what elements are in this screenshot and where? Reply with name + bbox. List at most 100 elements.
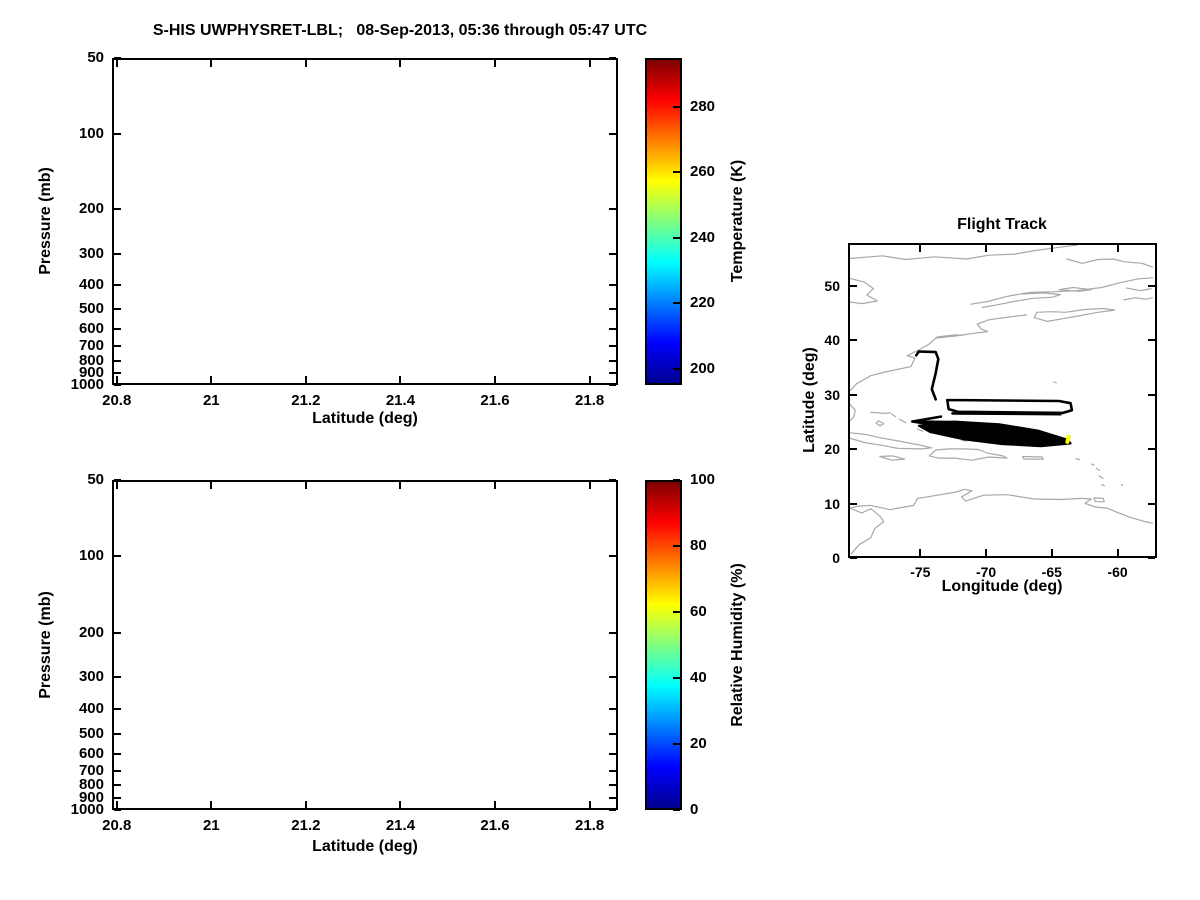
humidity-y-tick xyxy=(609,732,616,735)
temperature-colorbar-tick xyxy=(673,171,680,174)
temperature-colorbar-tick-label: 260 xyxy=(690,163,716,181)
humidity-plot-area xyxy=(112,480,618,810)
humidity-x-tick xyxy=(494,482,497,489)
temperature-colorbar-tick-label: 240 xyxy=(690,228,716,246)
map-x-tick-label: -70 xyxy=(975,564,997,580)
temperature-y-tick xyxy=(114,372,121,375)
coastline xyxy=(850,403,856,422)
humidity-colorbar-tick xyxy=(673,743,680,745)
humidity-x-tick xyxy=(399,801,402,808)
humidity-colorbar-tick xyxy=(673,677,680,679)
humidity-y-tick xyxy=(114,769,121,772)
humidity-y-tick xyxy=(114,752,121,755)
humidity-y-tick-label: 700 xyxy=(78,761,104,779)
temperature-plot-xlabel: Latitude (deg) xyxy=(312,410,418,427)
coastline xyxy=(1098,475,1104,480)
map-y-tick xyxy=(1148,339,1155,341)
humidity-colorbar-tick xyxy=(673,611,680,613)
map-y-tick xyxy=(850,339,857,341)
humidity-y-tick xyxy=(114,809,121,811)
temperature-colorbar-tick xyxy=(673,106,680,109)
humidity-y-tick xyxy=(609,708,616,711)
temperature-x-tick-label: 21.8 xyxy=(575,392,605,409)
humidity-x-tick xyxy=(494,801,497,808)
temperature-y-tick-label: 300 xyxy=(78,244,104,262)
temperature-y-tick xyxy=(609,372,616,375)
coastline xyxy=(1123,297,1153,301)
map-x-tick-label: -65 xyxy=(1041,564,1062,580)
temperature-plot-area xyxy=(112,58,618,385)
temperature-y-tick xyxy=(114,308,121,311)
flight-track-segment xyxy=(914,350,940,401)
map-y-tick xyxy=(1148,393,1155,396)
map-y-tick xyxy=(850,502,857,505)
temperature-y-tick xyxy=(609,57,616,59)
humidity-y-tick-label: 800 xyxy=(78,776,104,794)
humidity-x-tick-label: 21.2 xyxy=(291,817,321,834)
flight-track-canvas xyxy=(850,245,1153,555)
humidity-colorbar-tick xyxy=(673,479,680,481)
humidity-y-tick xyxy=(114,555,121,558)
temperature-y-tick xyxy=(114,57,121,59)
humidity-x-tick-label: 21.6 xyxy=(480,817,510,834)
current-position-marker xyxy=(1065,434,1071,444)
humidity-y-tick-label: 500 xyxy=(78,724,104,742)
map-y-tick xyxy=(850,393,857,396)
humidity-colorbar-tick-label: 80 xyxy=(690,537,707,554)
humidity-y-tick xyxy=(609,769,616,772)
map-y-tick xyxy=(1148,502,1155,505)
coastline xyxy=(850,245,1078,261)
temperature-y-tick-label: 700 xyxy=(78,337,104,355)
temperature-x-tick xyxy=(115,376,118,383)
map-y-tick xyxy=(1148,557,1155,559)
humidity-x-tick xyxy=(115,482,118,489)
humidity-y-tick-label: 100 xyxy=(78,547,104,565)
temperature-y-tick xyxy=(114,252,121,255)
temperature-x-tick-label: 20.8 xyxy=(102,392,132,409)
coastline xyxy=(1125,287,1152,292)
map-y-tick xyxy=(1148,448,1155,450)
humidity-x-tick-label: 21.4 xyxy=(385,817,416,834)
temperature-x-tick xyxy=(304,376,307,383)
humidity-x-tick xyxy=(304,801,307,808)
humidity-colorbar-tick-label: 20 xyxy=(690,735,707,752)
temperature-x-tick-label: 21.4 xyxy=(385,392,416,409)
coastline xyxy=(1120,483,1124,487)
coastline xyxy=(879,455,906,461)
humidity-colorbar-tick-label: 0 xyxy=(690,801,699,818)
humidity-y-tick xyxy=(609,676,616,679)
map-y-tick-label: 10 xyxy=(824,495,840,512)
map-x-tick xyxy=(1116,245,1119,252)
temperature-y-tick xyxy=(114,283,121,286)
map-x-tick-label: -60 xyxy=(1107,564,1128,580)
flight-track-xlabel: Longitude (deg) xyxy=(941,578,1063,595)
map-y-tick xyxy=(850,284,857,287)
coastline xyxy=(936,334,963,338)
map-x-tick xyxy=(919,245,922,252)
map-x-tick xyxy=(1050,245,1053,252)
temperature-y-tick-label: 800 xyxy=(78,351,104,369)
temperature-y-tick xyxy=(609,208,616,211)
humidity-y-tick xyxy=(609,797,616,800)
map-y-tick-label: 30 xyxy=(824,386,840,403)
temperature-colorbar-tick xyxy=(673,302,680,305)
temperature-x-tick-label: 21 xyxy=(202,392,220,409)
temperature-y-tick xyxy=(609,359,616,362)
humidity-x-tick xyxy=(399,482,402,489)
humidity-y-tick xyxy=(114,676,121,679)
humidity-colorbar-tick-label: 60 xyxy=(690,603,707,620)
temperature-x-tick xyxy=(210,60,213,67)
temperature-x-tick xyxy=(588,60,591,67)
temperature-x-tick xyxy=(115,60,118,67)
map-y-tick-label: 50 xyxy=(824,277,840,294)
map-x-tick xyxy=(985,549,988,556)
coastline xyxy=(961,439,968,442)
temperature-x-tick xyxy=(210,376,213,383)
temperature-y-tick-label: 500 xyxy=(78,300,104,318)
humidity-y-tick xyxy=(114,631,121,634)
temperature-y-tick xyxy=(114,208,121,211)
temperature-colorbar xyxy=(645,58,682,385)
humidity-y-tick xyxy=(609,784,616,787)
coastline xyxy=(1033,307,1116,322)
